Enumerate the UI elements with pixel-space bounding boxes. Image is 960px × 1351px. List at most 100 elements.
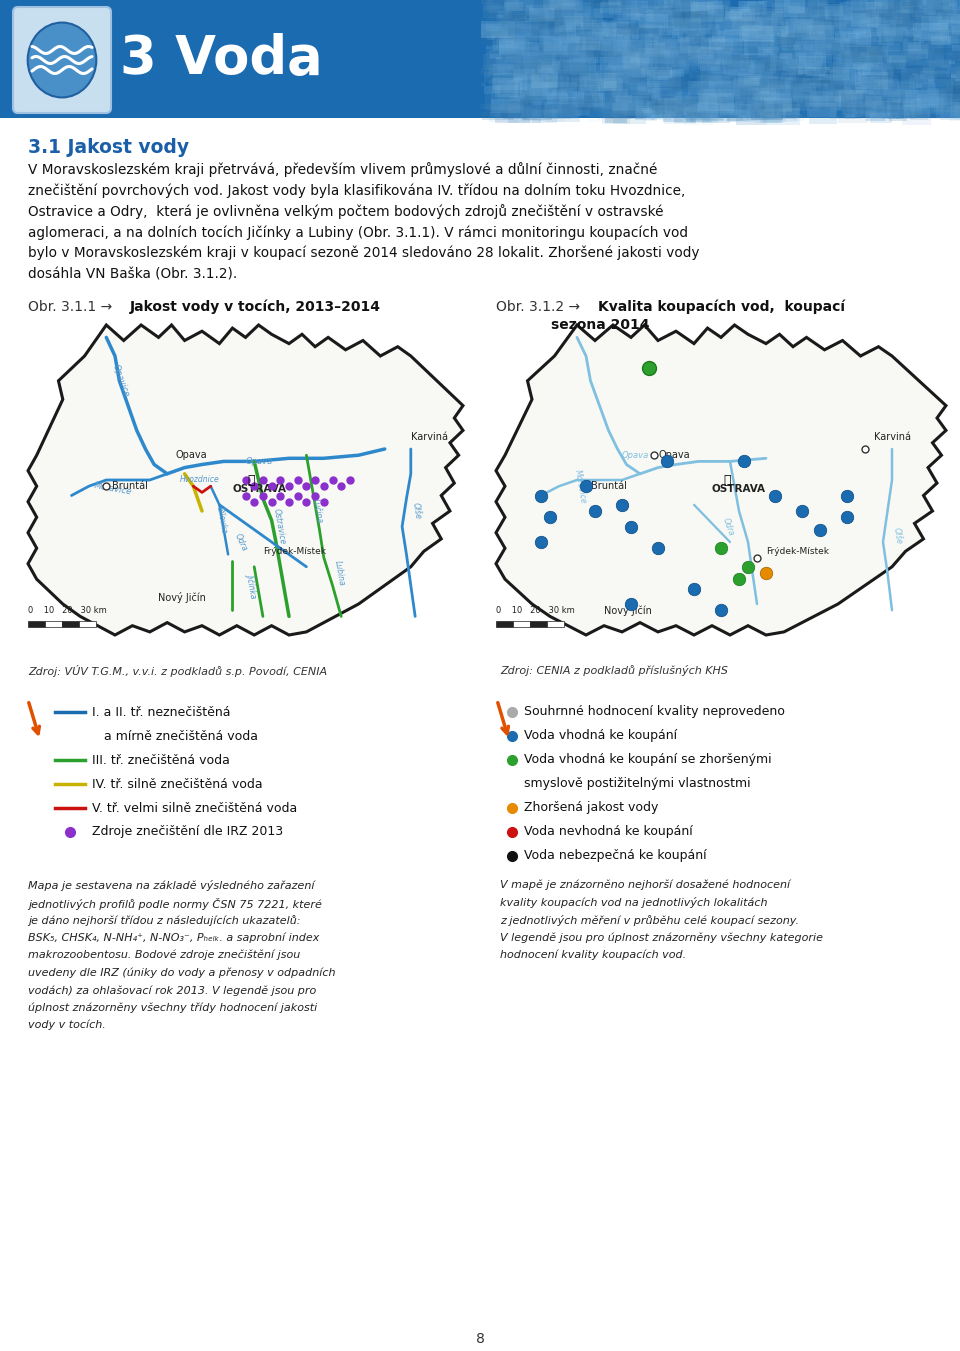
Bar xyxy=(615,73,637,85)
Bar xyxy=(531,88,549,96)
Bar xyxy=(554,107,560,109)
Bar xyxy=(636,84,660,95)
Bar xyxy=(772,108,798,122)
Bar xyxy=(504,1,523,11)
Bar xyxy=(752,113,761,119)
Bar xyxy=(692,5,700,9)
Bar xyxy=(714,47,721,50)
Bar xyxy=(897,30,914,38)
Bar xyxy=(624,68,634,73)
Bar xyxy=(892,95,900,99)
Bar xyxy=(612,103,628,111)
Bar xyxy=(718,31,741,42)
Bar xyxy=(696,22,723,35)
Bar xyxy=(562,16,589,30)
Bar xyxy=(855,81,861,84)
Bar xyxy=(672,58,697,72)
Bar xyxy=(912,73,917,76)
Bar xyxy=(731,49,738,53)
Bar xyxy=(937,70,950,77)
Bar xyxy=(498,70,508,74)
Bar xyxy=(584,92,599,99)
Bar xyxy=(890,88,901,95)
Bar xyxy=(753,26,772,35)
Bar xyxy=(852,36,872,47)
Bar xyxy=(726,78,732,82)
Bar xyxy=(804,96,828,107)
Bar xyxy=(737,12,755,22)
Bar xyxy=(644,81,668,93)
Bar xyxy=(875,16,910,34)
Bar xyxy=(481,24,508,38)
Bar xyxy=(740,14,757,22)
Bar xyxy=(769,77,789,88)
Bar xyxy=(723,104,746,116)
Bar xyxy=(636,105,662,119)
Bar xyxy=(646,41,678,57)
Bar xyxy=(834,96,843,100)
Bar xyxy=(798,8,812,15)
Bar xyxy=(678,101,701,113)
Bar xyxy=(635,0,668,14)
Bar xyxy=(706,38,714,42)
Bar xyxy=(651,111,671,120)
Bar xyxy=(586,43,612,58)
Bar xyxy=(495,57,502,61)
Bar xyxy=(943,78,960,92)
Bar xyxy=(835,31,858,43)
Bar xyxy=(667,9,681,16)
Bar xyxy=(546,59,564,68)
Bar xyxy=(918,34,944,46)
Bar xyxy=(532,51,567,69)
Bar xyxy=(831,19,849,27)
Bar xyxy=(856,32,881,45)
Bar xyxy=(875,7,908,24)
Bar xyxy=(873,63,877,66)
Bar xyxy=(951,72,960,85)
Bar xyxy=(830,109,837,112)
Bar xyxy=(639,31,663,43)
Bar xyxy=(526,5,532,8)
Bar xyxy=(876,9,885,14)
Bar xyxy=(799,97,807,101)
Bar xyxy=(886,53,907,63)
Bar xyxy=(740,104,774,120)
Bar xyxy=(795,42,809,49)
Bar xyxy=(499,45,520,54)
Bar xyxy=(702,55,738,74)
Bar xyxy=(564,16,583,26)
Bar xyxy=(842,113,847,115)
Bar xyxy=(486,53,520,70)
Bar xyxy=(521,78,547,91)
Bar xyxy=(515,41,538,53)
Bar xyxy=(892,24,906,31)
Bar xyxy=(819,35,825,38)
Bar xyxy=(492,74,525,91)
Bar xyxy=(600,39,633,55)
Bar xyxy=(521,109,544,120)
Bar xyxy=(823,7,828,9)
Bar xyxy=(700,96,717,104)
Bar xyxy=(724,93,732,97)
Bar xyxy=(744,93,761,101)
Bar xyxy=(948,73,960,88)
Bar xyxy=(548,63,553,66)
Bar xyxy=(844,32,851,36)
Bar xyxy=(894,66,920,80)
Bar xyxy=(514,92,525,97)
Bar xyxy=(538,63,558,73)
Bar xyxy=(657,45,689,61)
Bar xyxy=(739,18,762,30)
Bar xyxy=(875,89,900,103)
Bar xyxy=(686,30,705,39)
Bar xyxy=(900,93,917,103)
Bar xyxy=(751,68,773,80)
Bar xyxy=(588,24,611,35)
Bar xyxy=(634,14,669,31)
Bar xyxy=(740,24,775,42)
Bar xyxy=(490,54,501,59)
Bar xyxy=(661,96,675,103)
Bar xyxy=(573,31,598,43)
Bar xyxy=(663,108,695,124)
Bar xyxy=(518,42,545,57)
